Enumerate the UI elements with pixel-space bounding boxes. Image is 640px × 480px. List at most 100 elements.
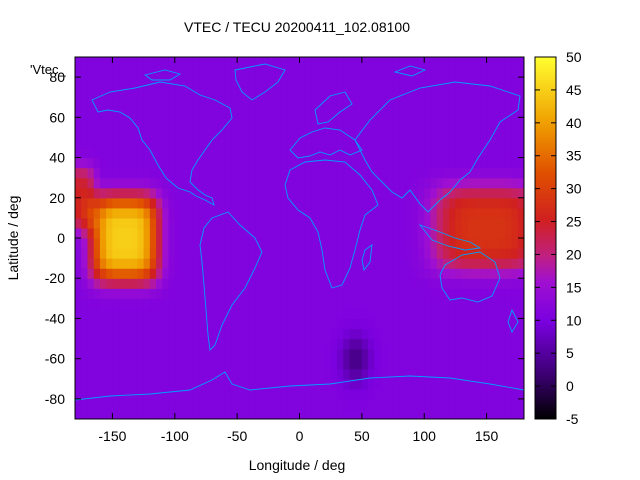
heatmap-cell [255, 368, 263, 380]
heatmap-cell [87, 288, 95, 299]
heatmap-cell [361, 187, 369, 199]
heatmap-cell [224, 358, 232, 370]
heatmap-cell [262, 318, 269, 330]
heatmap-cell [449, 167, 457, 179]
heatmap-cell [505, 298, 513, 309]
heatmap-cell [436, 348, 444, 360]
heatmap-cell [517, 67, 524, 78]
heatmap-cell [112, 248, 120, 259]
heatmap-cell [386, 67, 394, 78]
heatmap-cell [467, 238, 475, 249]
heatmap-cell [349, 308, 357, 320]
heatmap-cell [424, 177, 432, 189]
heatmap-cell [143, 248, 151, 259]
heatmap-cell [181, 378, 188, 390]
heatmap-cell [442, 248, 450, 259]
heatmap-cell [268, 187, 276, 199]
heatmap-cell [299, 278, 307, 289]
heatmap-cell [436, 197, 444, 209]
heatmap-cell [93, 248, 101, 259]
heatmap-cell [343, 167, 350, 179]
heatmap-cell [368, 147, 375, 159]
heatmap-cell [324, 338, 332, 350]
heatmap-cell [486, 358, 494, 370]
heatmap-cell [249, 368, 257, 380]
heatmap-cell [336, 157, 344, 169]
colorbar-tick-label: 15 [566, 279, 582, 295]
heatmap-cell [212, 358, 220, 370]
heatmap-cell [287, 227, 294, 239]
heatmap-cell [461, 318, 469, 330]
heatmap-cell [193, 278, 201, 289]
heatmap-cell [380, 97, 388, 108]
heatmap-cell [505, 207, 513, 219]
north-america-coastline [91, 81, 233, 206]
heatmap-cell [343, 248, 350, 259]
y-tick-label: 40 [49, 150, 65, 166]
heatmap-cell [156, 167, 163, 179]
heatmap-cell [449, 157, 457, 169]
heatmap-cell [106, 177, 114, 189]
heatmap-cell [249, 157, 257, 169]
heatmap-cell [93, 348, 101, 360]
heatmap-cell [255, 238, 263, 249]
heatmap-cell [299, 298, 307, 309]
heatmap-cell [293, 328, 301, 340]
heatmap-cell [112, 298, 120, 309]
heatmap-cell [343, 378, 350, 390]
heatmap-cell [486, 328, 494, 340]
heatmap-cell [224, 77, 232, 88]
heatmap-cell [181, 67, 188, 78]
heatmap-cell [461, 348, 469, 360]
heatmap-cell [212, 258, 220, 269]
heatmap-cell [449, 348, 457, 360]
heatmap-cell [380, 268, 388, 279]
heatmap-cell [374, 398, 382, 410]
heatmap-cell [106, 328, 114, 340]
heatmap-cell [374, 358, 382, 370]
heatmap-cell [424, 288, 432, 299]
heatmap-cell [430, 368, 438, 380]
heatmap-cell [243, 177, 251, 189]
heatmap-cell [511, 187, 519, 199]
heatmap-cell [405, 57, 413, 68]
heatmap-cell [181, 167, 188, 179]
heatmap-cell [455, 398, 463, 410]
heatmap-cell [287, 258, 294, 269]
heatmap-cell [230, 167, 238, 179]
heatmap-cell [343, 97, 350, 108]
heatmap-cell [455, 278, 463, 289]
heatmap-cell [181, 238, 188, 249]
heatmap-cell [162, 278, 170, 289]
heatmap-cell [124, 157, 132, 169]
heatmap-cell [224, 278, 232, 289]
heatmap-cell [330, 97, 338, 108]
heatmap-cell [467, 127, 475, 139]
heatmap-cell [405, 227, 413, 239]
heatmap-cell [455, 308, 463, 320]
heatmap-cell [368, 348, 375, 360]
heatmap-cell [480, 308, 488, 320]
heatmap-cell [449, 217, 457, 229]
heatmap-cell [249, 278, 257, 289]
heatmap-cell [318, 127, 326, 139]
heatmap-cell [442, 117, 450, 128]
heatmap-cell [87, 87, 95, 98]
heatmap-cell [99, 67, 107, 78]
heatmap-cell [137, 207, 145, 219]
heatmap-cell [424, 368, 432, 380]
heatmap-cell [374, 238, 382, 249]
heatmap-cell [511, 318, 519, 330]
heatmap-cell [243, 127, 251, 139]
heatmap-cell [118, 107, 126, 118]
heatmap-cell [330, 67, 338, 78]
heatmap-cell [87, 127, 95, 139]
heatmap-cell [324, 137, 332, 149]
heatmap-cell [218, 227, 226, 239]
heatmap-cell [492, 117, 500, 128]
heatmap-cell [517, 308, 524, 320]
heatmap-cell [436, 157, 444, 169]
heatmap-cell [212, 67, 220, 78]
heatmap-cell [442, 227, 450, 239]
heatmap-cell [268, 408, 276, 419]
